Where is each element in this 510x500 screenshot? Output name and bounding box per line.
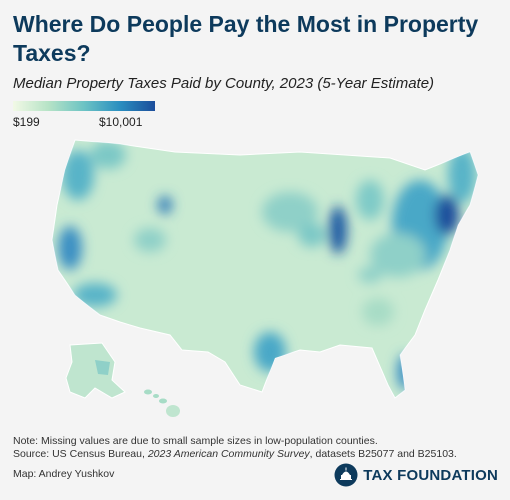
brand-name: TAX FOUNDATION [363, 466, 498, 484]
contiguous-us [51, 139, 479, 399]
alaska [65, 342, 126, 399]
map-credit: Map: Andrey Yushkov [13, 468, 115, 480]
us-county-choropleth-map [51, 139, 479, 417]
legend-max-label: $10,001 [99, 115, 143, 129]
legend-gradient-bar [13, 101, 155, 111]
color-legend: $199 $10,001 [13, 101, 158, 135]
tax-foundation-logo: TAX FOUNDATION [334, 463, 498, 487]
map-title: Where Do People Pay the Most in Property… [13, 11, 479, 66]
source-suffix: , datasets B25077 and B25103. [309, 448, 457, 460]
hawaii [144, 389, 180, 417]
legend-min-label: $199 [13, 115, 40, 129]
missing-values-note: Note: Missing values are due to small sa… [13, 435, 378, 447]
source-prefix: Source: US Census Bureau, [13, 448, 148, 460]
source-title: 2023 American Community Survey [147, 448, 310, 460]
footnote: Note: Missing values are due to small sa… [13, 435, 503, 461]
map-subtitle: Median Property Taxes Paid by County, 20… [13, 75, 435, 92]
source-line: Source: US Census Bureau, 2023 American … [13, 448, 503, 461]
capitol-dome-icon [334, 463, 358, 487]
